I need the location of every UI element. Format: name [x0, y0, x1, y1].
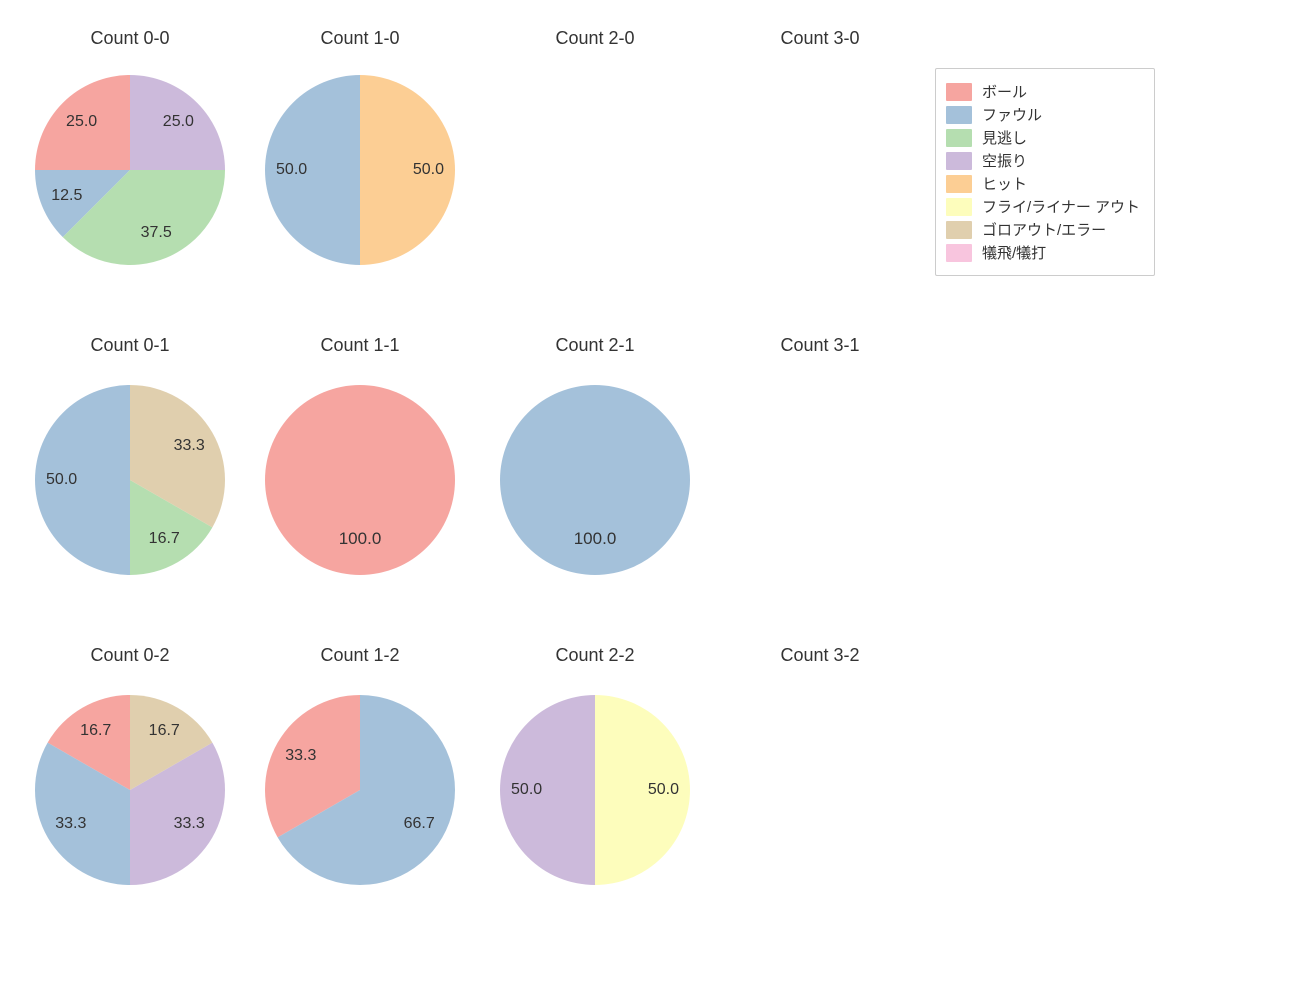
pie-slice-label: 100.0: [574, 529, 617, 549]
pie-slice-label: 33.3: [174, 437, 205, 455]
pie-slice-label: 50.0: [648, 781, 679, 799]
pie-slice-label: 66.7: [404, 815, 435, 833]
pie-slice-label: 25.0: [163, 113, 194, 131]
pie-slice-label: 25.0: [66, 113, 97, 131]
pie-chart: 50.0 50.0: [440, 635, 750, 945]
pie-slice-label: 50.0: [276, 161, 307, 179]
legend-item: ゴロアウト/エラー: [946, 219, 1140, 240]
chart-title: Count 2-0: [485, 28, 705, 49]
legend-item: フライ/ライナー アウト: [946, 196, 1140, 217]
pie-slice-label: 50.0: [511, 781, 542, 799]
pie-slice-label: 16.7: [149, 722, 180, 740]
legend-item: 犠飛/犠打: [946, 242, 1140, 263]
legend-label: 犠飛/犠打: [982, 242, 1046, 263]
legend-label: ヒット: [982, 173, 1027, 194]
legend-swatch: [946, 175, 972, 193]
pie-slice-label: 33.3: [285, 747, 316, 765]
legend-label: 見逃し: [982, 127, 1027, 148]
legend-label: ボール: [982, 81, 1027, 102]
legend-swatch: [946, 129, 972, 147]
chart-title: Count 3-1: [710, 335, 930, 356]
legend-item: ヒット: [946, 173, 1140, 194]
legend-item: 見逃し: [946, 127, 1140, 148]
pie-slice-label: 37.5: [141, 224, 172, 242]
legend-swatch: [946, 83, 972, 101]
pie-slice-label: 12.5: [51, 187, 82, 205]
legend-item: ボール: [946, 81, 1140, 102]
chart-title: Count 3-2: [710, 645, 930, 666]
pie-slice-label: 33.3: [174, 815, 205, 833]
legend-swatch: [946, 198, 972, 216]
legend-swatch: [946, 244, 972, 262]
pie-slice-label: 50.0: [413, 161, 444, 179]
pie-chart: 100.0: [440, 325, 750, 635]
pie-slice-label: 16.7: [149, 530, 180, 548]
legend: ボールファウル見逃し空振りヒットフライ/ライナー アウトゴロアウト/エラー犠飛/…: [935, 68, 1155, 276]
legend-item: 空振り: [946, 150, 1140, 171]
pie-slice-label: 100.0: [339, 529, 382, 549]
legend-swatch: [946, 106, 972, 124]
pie-slice-label: 33.3: [55, 815, 86, 833]
legend-swatch: [946, 221, 972, 239]
legend-label: フライ/ライナー アウト: [982, 196, 1140, 217]
pie-slice-label: 16.7: [80, 722, 111, 740]
legend-swatch: [946, 152, 972, 170]
chart-grid: Count 0-025.012.537.525.0Count 1-050.050…: [0, 0, 1300, 1000]
pie-slice-label: 50.0: [46, 471, 77, 489]
pie-chart: 50.0 50.0: [205, 15, 515, 325]
legend-item: ファウル: [946, 104, 1140, 125]
chart-title: Count 3-0: [710, 28, 930, 49]
legend-label: ファウル: [982, 104, 1042, 125]
legend-label: 空振り: [982, 150, 1027, 171]
legend-label: ゴロアウト/エラー: [982, 219, 1106, 240]
